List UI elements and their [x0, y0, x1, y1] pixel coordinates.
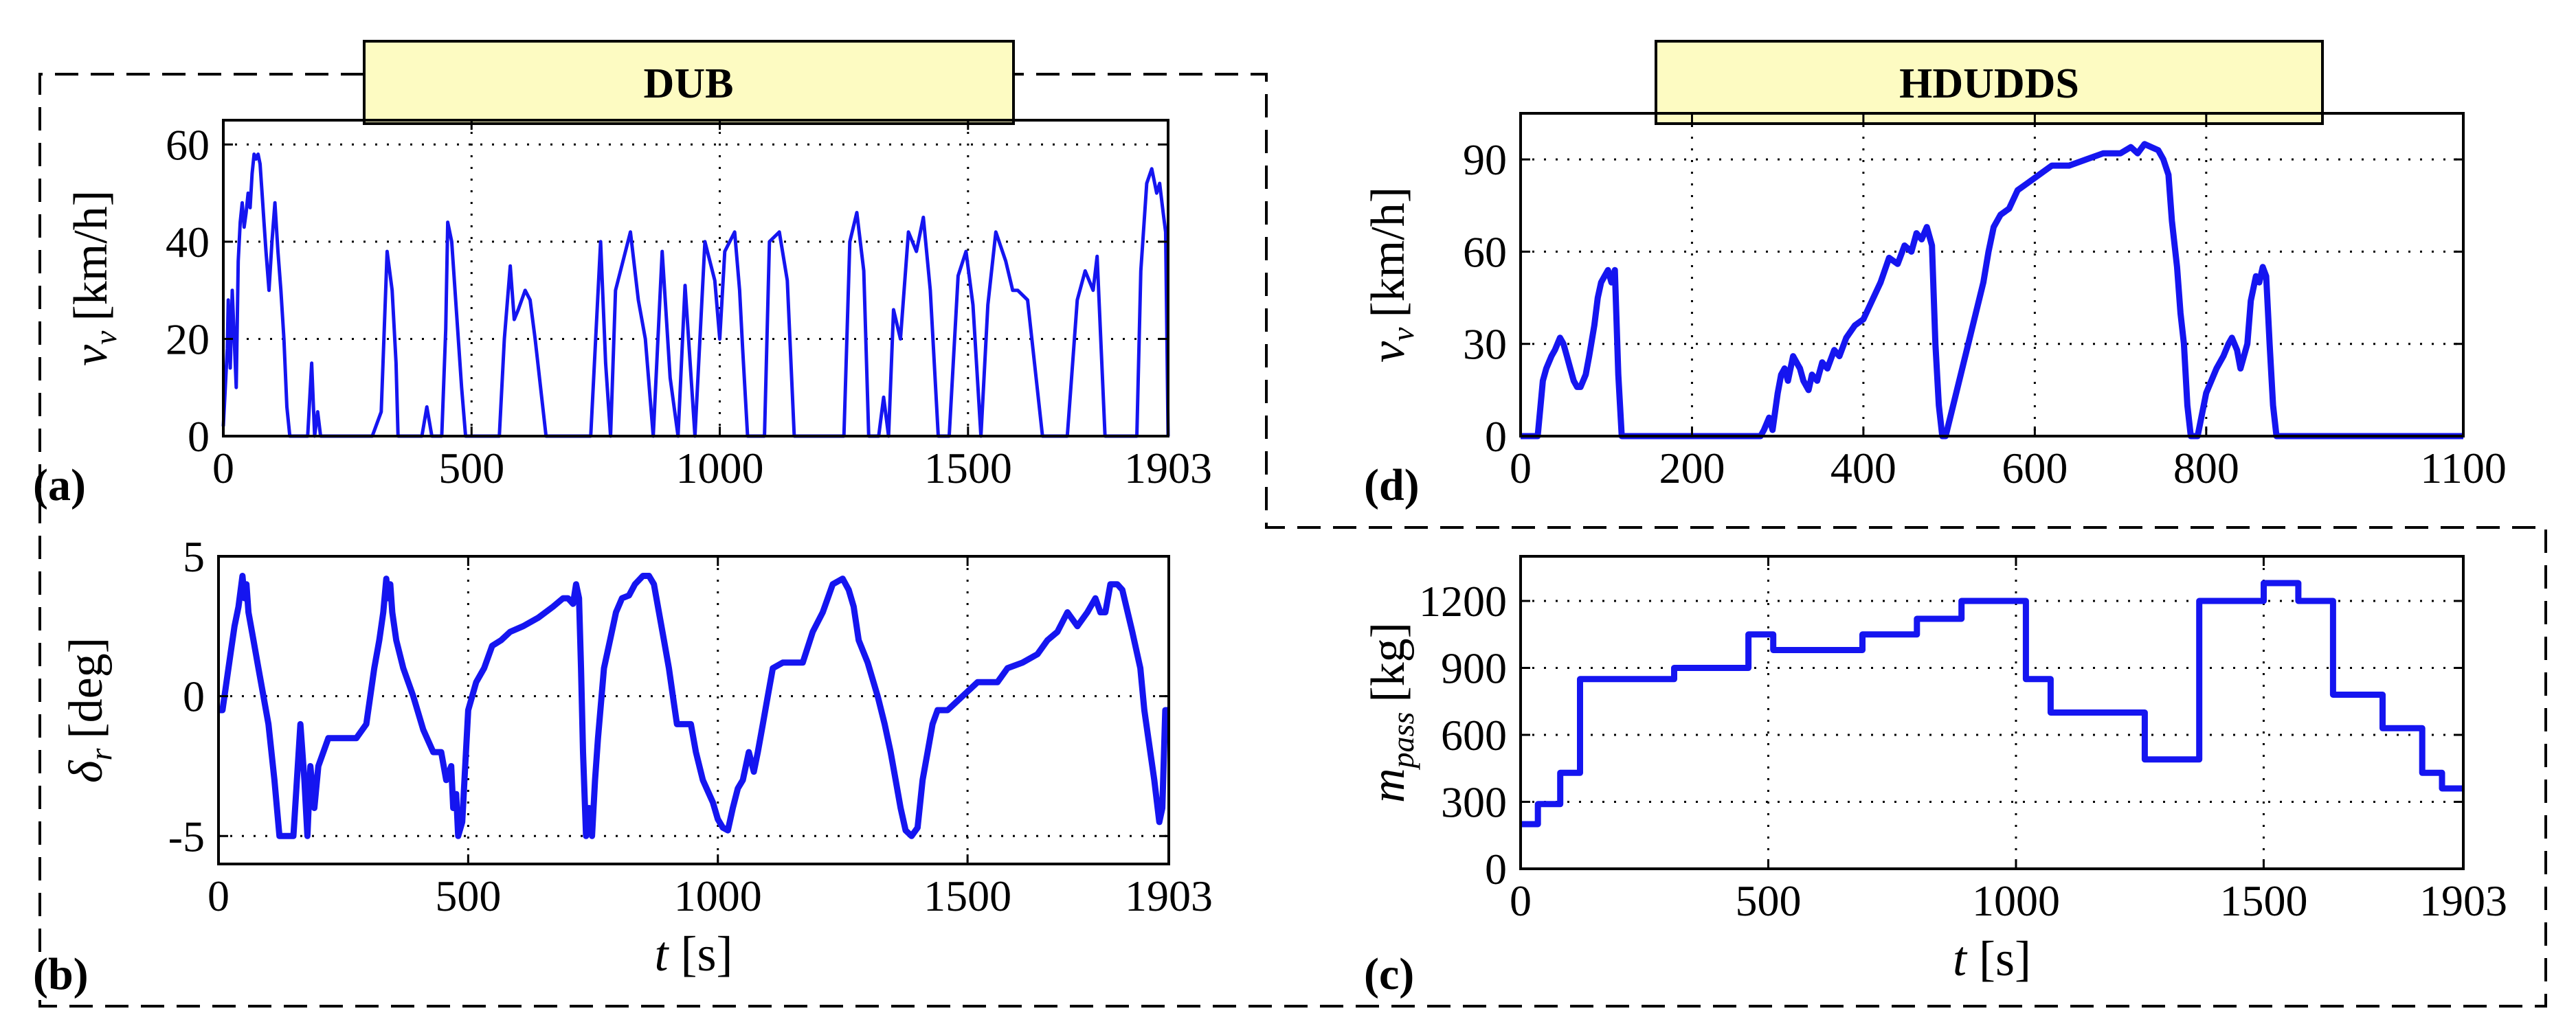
y-axis-unit: [deg] — [60, 637, 113, 739]
x-tick-label: 500 — [435, 872, 501, 920]
hdudds-banner-label: HDUDDS — [1899, 60, 2079, 107]
y-axis-symbol: δ — [60, 760, 113, 783]
panel-label: (d) — [1364, 460, 1420, 510]
axes-frame — [217, 555, 1170, 865]
x-tick-label: 1500 — [924, 444, 1012, 492]
dashed-outlines — [38, 73, 2547, 1008]
y-tick-label: 60 — [166, 120, 210, 169]
x-tick-label: 1000 — [676, 444, 764, 492]
y-tick-label: 40 — [166, 218, 210, 266]
x-tick-label: 1100 — [2420, 444, 2507, 492]
x-axis-symbol: t — [655, 926, 681, 981]
x-tick-label: 0 — [1510, 876, 1532, 925]
y-axis-subscript: r — [83, 748, 118, 761]
y-tick-label: 20 — [166, 315, 210, 363]
x-tick-label: 1903 — [1124, 444, 1212, 492]
x-tick-label: 1000 — [1972, 876, 2060, 925]
y-axis-label: vv [km/h] — [1362, 187, 1420, 363]
dub-region-outline — [38, 73, 2547, 1008]
x-tick-label: 400 — [1830, 444, 1896, 492]
y-axis-label: δr [deg] — [60, 637, 118, 783]
dub-banner-label: DUB — [644, 60, 734, 107]
panel-label: (b) — [33, 949, 89, 999]
series-line-a-0 — [221, 152, 1170, 438]
x-tick-label: 200 — [1659, 444, 1725, 492]
axes-frame — [1519, 555, 2465, 870]
x-tick-label: 1903 — [2419, 876, 2507, 925]
x-tick-label: 1500 — [2219, 876, 2307, 925]
x-tick-label: 1500 — [923, 872, 1011, 920]
x-axis-symbol: t — [1953, 931, 1979, 986]
x-axis-unit: [s] — [681, 926, 733, 981]
panel-label: (c) — [1364, 949, 1414, 999]
panel-label: (a) — [33, 460, 86, 510]
y-axis-unit: [km/h] — [65, 190, 117, 321]
y-axis-symbol: v — [65, 344, 117, 366]
x-tick-label: 600 — [2002, 444, 2068, 492]
axes-frame — [222, 119, 1169, 437]
series-line-b-0 — [219, 573, 1169, 839]
axes-frame — [1519, 112, 2465, 437]
y-tick-label: 5 — [183, 532, 205, 581]
y-axis-label: mpass [kg] — [1362, 622, 1420, 803]
x-tick-label: 800 — [2173, 444, 2239, 492]
y-tick-label: 60 — [1463, 227, 1507, 276]
y-tick-label: 90 — [1463, 135, 1507, 184]
x-tick-label: 0 — [212, 444, 234, 492]
hdudds-banner: HDUDDS — [1655, 40, 2324, 125]
y-tick-label: 600 — [1441, 711, 1507, 760]
x-tick-label: 500 — [438, 444, 504, 492]
x-tick-label: 500 — [1735, 876, 1801, 925]
x-tick-label: 0 — [1510, 444, 1532, 492]
panel-a-speed-dub: 0 500 1000 1500 1903 0 20 40 60 vv [km/h] (a) — [33, 119, 1212, 510]
y-axis-subscript: v — [1385, 327, 1420, 341]
y-tick-label: 1200 — [1419, 577, 1507, 626]
y-tick-label: -5 — [168, 812, 205, 861]
y-axis-symbol: m — [1362, 768, 1415, 803]
x-tick-label: 0 — [208, 872, 229, 920]
y-tick-label: 30 — [1463, 320, 1507, 369]
dub-banner: DUB — [363, 40, 1015, 125]
panel-d-speed-hdudds: 0 200 400 600 800 1100 0 30 60 90 vv [km/h] (d) — [1362, 112, 2507, 510]
panel-c-mass-passengers: 0 500 1000 1500 190303006009001200mpass[kg]t… — [1362, 555, 2507, 999]
y-tick-label: 900 — [1441, 644, 1507, 693]
series-line-d-0 — [1521, 141, 2463, 440]
y-tick-label: 0 — [183, 672, 205, 721]
series-line-c-0 — [1521, 580, 2463, 828]
y-tick-label: 300 — [1441, 778, 1507, 827]
y-axis-unit: [kg] — [1362, 622, 1415, 703]
y-axis-unit: [km/h] — [1362, 187, 1415, 318]
x-axis-label: t [s] — [1953, 931, 2031, 986]
y-axis-subscript: v — [88, 330, 123, 345]
y-axis-label: vv [km/h] — [65, 190, 123, 366]
x-tick-label: 1000 — [674, 872, 762, 920]
y-tick-label: 0 — [188, 412, 210, 461]
y-tick-label: 0 — [1485, 412, 1507, 461]
x-axis-label: t [s] — [655, 926, 733, 981]
y-tick-label: 0 — [1485, 845, 1507, 894]
x-axis-unit: [s] — [1979, 931, 2031, 986]
y-axis-subscript: pass — [1385, 712, 1420, 771]
x-tick-label: 1903 — [1125, 872, 1213, 920]
y-axis-symbol: v — [1362, 341, 1415, 363]
